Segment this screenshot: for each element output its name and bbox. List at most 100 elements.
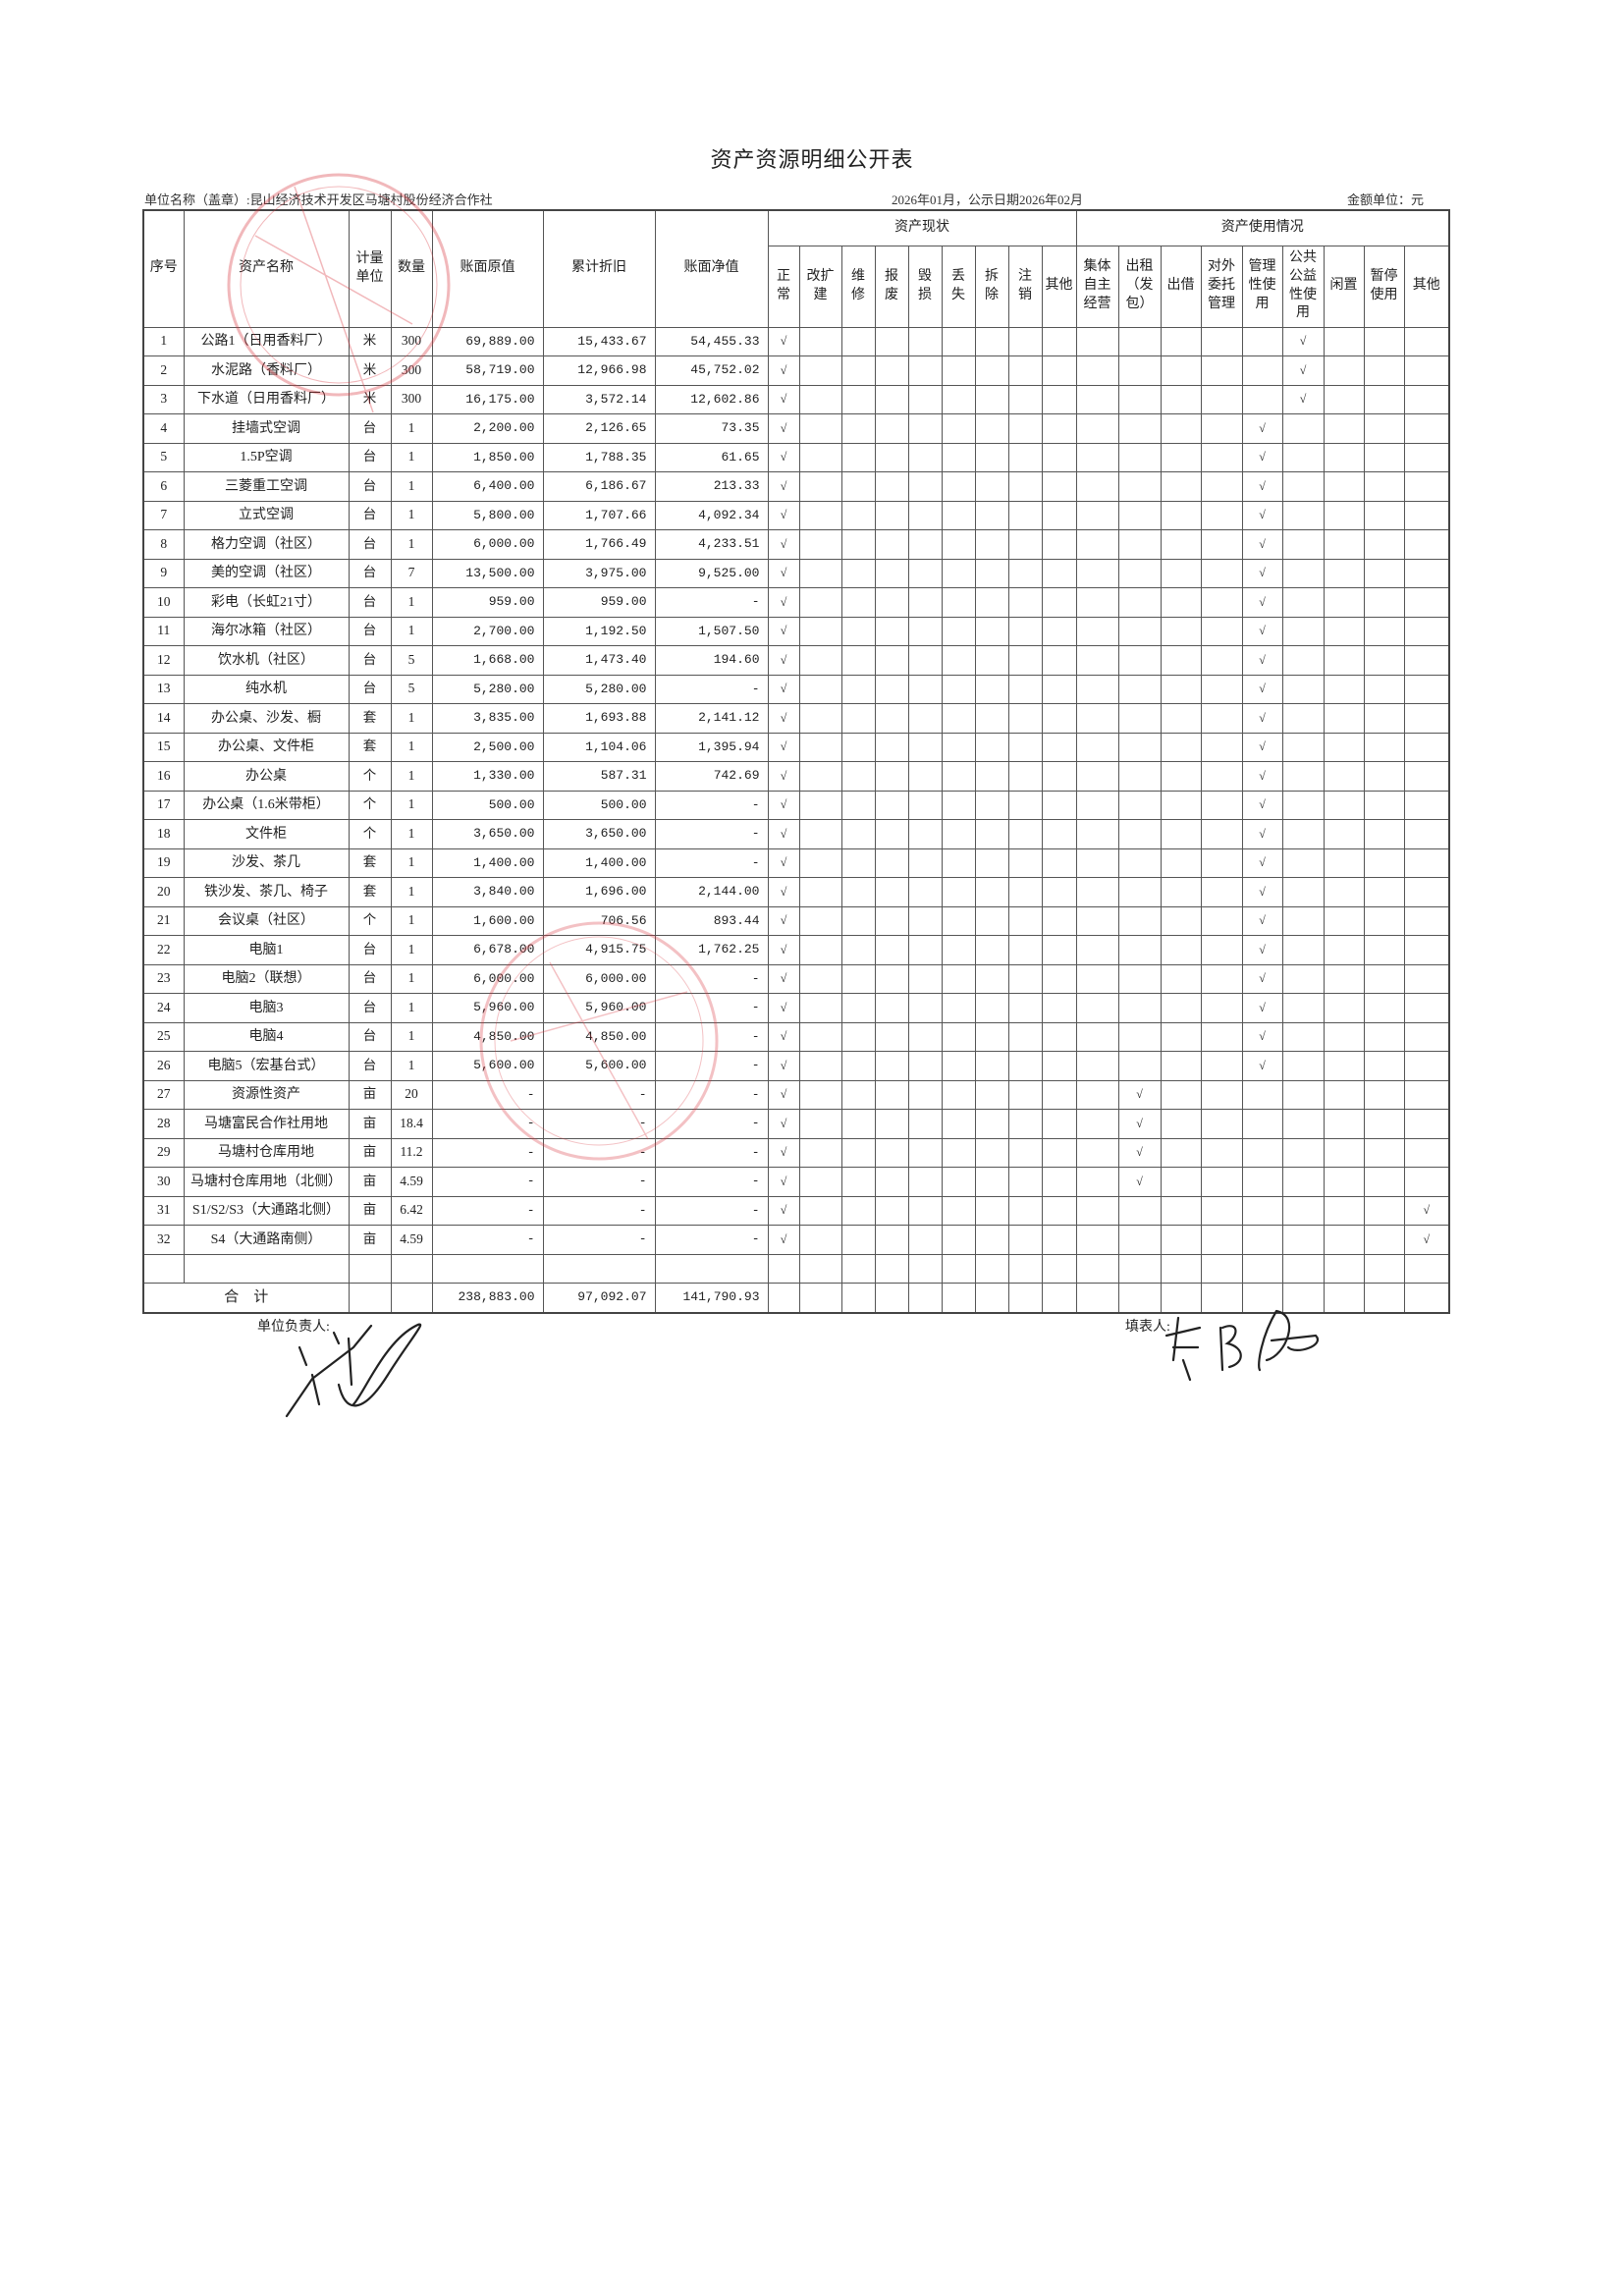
usage-cell	[1363, 529, 1405, 560]
status-cell	[907, 993, 943, 1023]
usage-cell	[1160, 790, 1202, 820]
usage-cell	[1281, 1079, 1325, 1110]
usage-cell	[1117, 905, 1162, 936]
row-net-value: -	[654, 993, 769, 1023]
status-cell	[907, 1167, 943, 1197]
status-cell	[840, 703, 876, 734]
usage-cell: √	[1241, 905, 1283, 936]
status-cell	[1041, 1079, 1077, 1110]
status-cell	[907, 1079, 943, 1110]
usage-cell	[1281, 558, 1325, 588]
usage-cell	[1075, 935, 1119, 965]
row-seq: 23	[142, 963, 185, 994]
usage-cell	[1323, 732, 1365, 762]
row-seq: 13	[142, 674, 185, 704]
status-cell	[907, 355, 943, 386]
total-empty-cell	[1075, 1283, 1119, 1313]
row-qty: 1	[390, 847, 433, 878]
status-cell	[907, 905, 943, 936]
status-cell	[798, 732, 842, 762]
row-qty: 1	[390, 616, 433, 646]
status-cell	[974, 1109, 1009, 1139]
row-depreciation: -	[542, 1225, 656, 1255]
total-empty-cell	[1323, 1283, 1365, 1313]
row-qty: 1	[390, 935, 433, 965]
status-cell	[907, 1021, 943, 1052]
usage-cell	[1323, 616, 1365, 646]
status-cell	[907, 384, 943, 414]
table-row: 19 沙发、茶几套 1 1,400.00 1,400.00- √ √	[142, 847, 1450, 878]
row-asset-name: S4（大通路南侧）	[183, 1225, 350, 1255]
usage-cell	[1323, 1195, 1365, 1226]
status-cell	[974, 355, 1009, 386]
usage-cell	[1323, 1225, 1365, 1255]
usage-cell	[1075, 877, 1119, 907]
blank-cell	[1363, 1253, 1405, 1284]
status-cell	[798, 355, 842, 386]
status-cell	[1007, 558, 1043, 588]
row-original-value: -	[431, 1137, 544, 1168]
usage-cell	[1200, 442, 1243, 472]
usage-cell	[1363, 703, 1405, 734]
usage-cell	[1403, 1051, 1450, 1081]
table-row: 21 会议桌（社区）个 1 1,600.00 706.56 893.44 √ √	[142, 905, 1450, 936]
usage-cell	[1075, 732, 1119, 762]
usage-cell	[1281, 703, 1325, 734]
row-unit: 台	[348, 558, 392, 588]
row-depreciation: 6,000.00	[542, 963, 656, 994]
row-asset-name: 纯水机	[183, 674, 350, 704]
row-seq: 15	[142, 732, 185, 762]
status-cell	[874, 877, 909, 907]
status-cell	[1041, 993, 1077, 1023]
status-cell	[974, 674, 1009, 704]
row-depreciation: 3,572.14	[542, 384, 656, 414]
usage-cell	[1241, 384, 1283, 414]
row-depreciation: 1,104.06	[542, 732, 656, 762]
row-original-value: 3,650.00	[431, 819, 544, 849]
usage-cell	[1200, 500, 1243, 530]
usage-cell	[1281, 963, 1325, 994]
usage-cell	[1075, 1021, 1119, 1052]
usage-cell	[1281, 790, 1325, 820]
usage-cell: √	[1241, 703, 1283, 734]
row-qty: 1	[390, 442, 433, 472]
table-row: 4 挂墙式空调台 1 2,200.00 2,126.65 73.35 √ √	[142, 413, 1450, 444]
table-row: 26 电脑5（宏基台式）台 1 5,600.00 5,600.00- √ √	[142, 1051, 1450, 1081]
usage-cell: √	[1241, 413, 1283, 444]
usage-cell	[1160, 819, 1202, 849]
usage-cell	[1200, 471, 1243, 502]
row-asset-name: 马塘村仓库用地（北侧）	[183, 1167, 350, 1197]
header-usage-2: 出借	[1160, 245, 1202, 328]
usage-cell: √	[1281, 355, 1325, 386]
status-cell	[1007, 442, 1043, 472]
status-cell	[874, 905, 909, 936]
status-cell	[874, 384, 909, 414]
usage-cell	[1160, 587, 1202, 618]
usage-cell	[1403, 732, 1450, 762]
status-cell	[798, 993, 842, 1023]
usage-cell: √	[1281, 384, 1325, 414]
usage-cell	[1403, 847, 1450, 878]
status-cell	[874, 761, 909, 792]
usage-cell	[1323, 993, 1365, 1023]
usage-cell	[1403, 1021, 1450, 1052]
row-depreciation: 5,600.00	[542, 1051, 656, 1081]
table-row: 24 电脑3 台 1 5,960.00 5,960.00- √ √	[142, 993, 1450, 1023]
status-cell	[1007, 877, 1043, 907]
status-cell	[1007, 645, 1043, 676]
table-row: 27 资源性资产亩 20- - - √ √	[142, 1079, 1450, 1110]
row-asset-name: 电脑1	[183, 935, 350, 965]
status-cell	[974, 877, 1009, 907]
status-cell	[907, 877, 943, 907]
usage-cell	[1281, 1195, 1325, 1226]
usage-cell	[1363, 905, 1405, 936]
usage-cell	[1363, 471, 1405, 502]
row-qty: 1	[390, 790, 433, 820]
usage-cell	[1323, 442, 1365, 472]
header-seq: 序号	[142, 209, 185, 328]
usage-cell	[1323, 384, 1365, 414]
usage-cell	[1323, 471, 1365, 502]
status-cell	[941, 1051, 976, 1081]
status-cell	[840, 529, 876, 560]
usage-cell	[1075, 355, 1119, 386]
